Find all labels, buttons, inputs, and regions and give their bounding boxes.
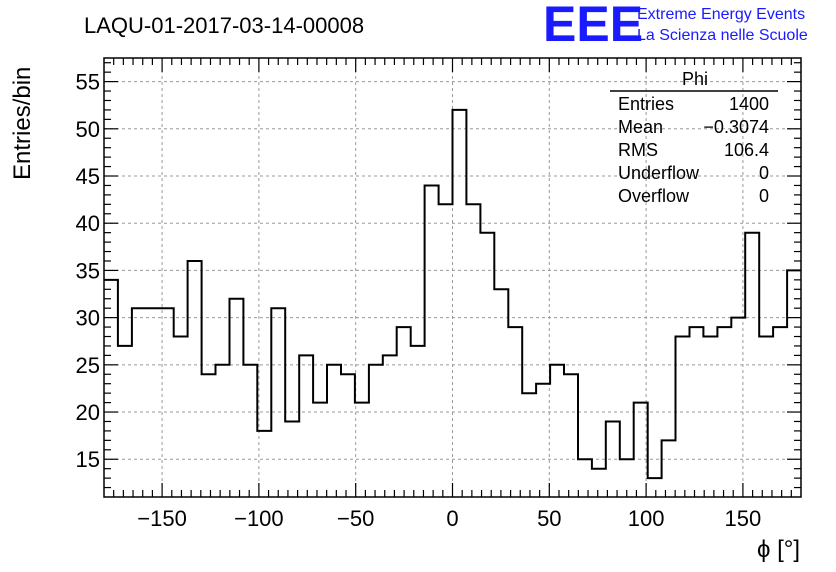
histogram-bin	[202, 374, 216, 497]
histogram-bin	[676, 337, 690, 497]
stats-label-mean: Mean	[618, 117, 663, 137]
histogram-bin	[132, 308, 146, 497]
histogram-bin	[327, 365, 341, 497]
y-tick-labels: 15 20 25 30 35 40 45 50 55	[76, 70, 100, 473]
histogram-bin	[453, 110, 467, 497]
histogram-bin	[731, 318, 745, 497]
histogram-bin	[188, 261, 202, 497]
histogram-bin	[564, 374, 578, 497]
y-tick-label: 55	[76, 70, 100, 95]
x-tick-label: 100	[628, 506, 665, 531]
stats-value-overflow: 0	[759, 186, 769, 206]
histogram-bin	[689, 327, 703, 497]
histogram-bin	[174, 337, 188, 497]
x-tick-label: 0	[446, 506, 458, 531]
histogram-bin	[425, 185, 439, 497]
logo-mark: EEE	[543, 0, 643, 52]
stats-value-mean: −0.3074	[703, 117, 769, 137]
histogram-bin	[536, 384, 550, 497]
stats-label-overflow: Overflow	[618, 186, 690, 206]
y-tick-label: 30	[76, 306, 100, 331]
histogram-bin	[216, 365, 230, 497]
stats-value-underflow: 0	[759, 163, 769, 183]
histogram-bin	[592, 469, 606, 497]
histogram-bin	[508, 327, 522, 497]
histogram-bin	[773, 327, 787, 497]
histogram-bin	[160, 308, 174, 497]
x-tick-label: −150	[137, 506, 187, 531]
histogram-bin	[439, 204, 453, 497]
y-tick-label: 20	[76, 400, 100, 425]
histogram-bin	[299, 355, 313, 497]
stats-box: Phi Entries 1400 Mean −0.3074 RMS 106.4 …	[610, 69, 778, 206]
logo-line2: La Scienza nelle Scuole	[637, 27, 808, 44]
x-tick-label: −50	[337, 506, 374, 531]
x-tick-label: 50	[537, 506, 561, 531]
stats-value-rms: 106.4	[724, 140, 769, 160]
histogram-bin	[480, 233, 494, 497]
histogram-bin	[648, 478, 662, 497]
x-tick-label: −100	[234, 506, 284, 531]
stats-label-rms: RMS	[618, 140, 658, 160]
eee-logo: EEE Extreme Energy Events La Scienza nel…	[543, 0, 808, 52]
histogram-bin	[397, 327, 411, 497]
histogram-step-line	[104, 108, 801, 480]
histogram-bin	[578, 459, 592, 497]
histogram-bin	[229, 299, 243, 497]
y-tick-label: 35	[76, 258, 100, 283]
histogram-bin	[717, 327, 731, 497]
histogram-bin	[494, 289, 508, 497]
histogram-bin	[271, 308, 285, 497]
histogram-bin	[662, 440, 676, 497]
stats-value-entries: 1400	[729, 94, 769, 114]
y-tick-label: 25	[76, 353, 100, 378]
histogram-bin	[341, 374, 355, 497]
x-tick-label: 150	[725, 506, 762, 531]
histogram-bin	[745, 233, 759, 497]
histogram-bin	[383, 355, 397, 497]
histogram-bin	[104, 280, 118, 497]
logo-line1: Extreme Energy Events	[637, 6, 805, 23]
y-tick-label: 15	[76, 447, 100, 472]
axis-ticks	[104, 58, 801, 497]
histogram-bin	[466, 204, 480, 497]
chart-title: LAQU-01-2017-03-14-00008	[84, 13, 364, 38]
stats-label-entries: Entries	[618, 94, 674, 114]
y-axis-title: Entries/bin	[9, 67, 36, 180]
y-tick-label: 40	[76, 211, 100, 236]
x-tick-labels: −150 −100 −50 0 50 100 150	[137, 506, 761, 531]
histogram-bin	[411, 346, 425, 497]
histogram-bin	[369, 365, 383, 497]
x-axis-title: ϕ [°]	[757, 536, 800, 563]
histogram-bin	[759, 337, 773, 497]
stats-label-underflow: Underflow	[618, 163, 700, 183]
histogram-bin	[243, 365, 257, 497]
histogram-bin	[703, 337, 717, 497]
histogram-bin	[118, 346, 132, 497]
histogram-bin	[634, 403, 648, 497]
histogram-bin	[285, 421, 299, 497]
histogram-bin	[550, 365, 564, 497]
histogram-bin	[355, 403, 369, 497]
histogram-bin	[313, 403, 327, 497]
histogram-bin	[522, 393, 536, 497]
histogram-bin	[606, 421, 620, 497]
stats-name: Phi	[682, 69, 708, 89]
y-tick-label: 45	[76, 164, 100, 189]
y-tick-label: 50	[76, 117, 100, 142]
histogram-bin	[146, 308, 160, 497]
